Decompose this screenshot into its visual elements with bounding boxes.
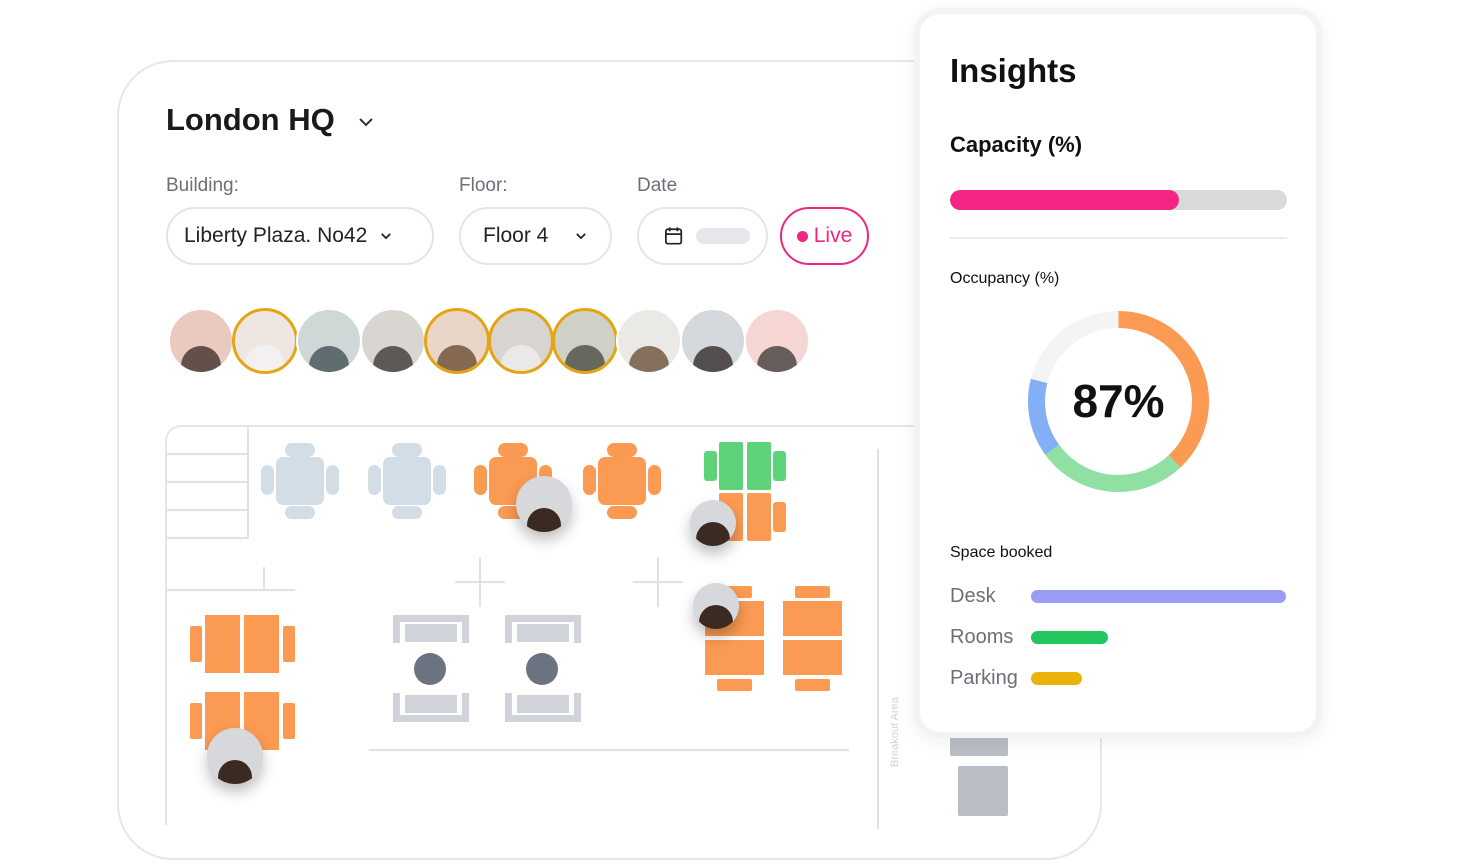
- date-placeholder: [696, 228, 750, 244]
- user-avatar-pin[interactable]: [516, 476, 572, 532]
- user-avatar-pin[interactable]: [690, 500, 736, 546]
- floor-select[interactable]: Floor 4: [459, 207, 612, 265]
- sofa-partial: [950, 736, 1008, 756]
- insights-title: Insights: [950, 52, 1077, 89]
- user-avatar-pin[interactable]: [207, 728, 263, 784]
- space-label-parking: Parking: [950, 667, 1018, 689]
- space-bar-rooms: [1031, 631, 1108, 644]
- avatar[interactable]: [168, 308, 234, 374]
- avatar[interactable]: [424, 308, 490, 374]
- calendar-icon: [665, 227, 683, 245]
- floor-value: Floor 4: [483, 224, 549, 247]
- date-picker[interactable]: [637, 207, 768, 265]
- live-button[interactable]: Live: [780, 207, 869, 265]
- chevron-down-icon: [576, 233, 587, 240]
- avatar[interactable]: [488, 308, 554, 374]
- live-dot-icon: [796, 230, 808, 242]
- occupancy-label: Occupancy (%): [950, 270, 1060, 287]
- building-select[interactable]: Liberty Plaza. No42: [166, 207, 434, 265]
- donut-segment-green: [1028, 311, 1209, 492]
- avatar[interactable]: [680, 308, 746, 374]
- chevron-down-icon: [381, 233, 392, 240]
- capacity-bar-fill: [950, 190, 1180, 210]
- insights-panel: [914, 8, 1322, 738]
- page-title: London HQ: [166, 102, 335, 137]
- space-label-rooms: Rooms: [950, 626, 1014, 648]
- avatar[interactable]: [232, 308, 298, 374]
- divider: [950, 237, 1287, 239]
- avatar[interactable]: [552, 308, 618, 374]
- donut-segment-blue: [1028, 311, 1209, 492]
- date-label: Date: [637, 175, 678, 196]
- user-avatar-pin[interactable]: [693, 583, 739, 629]
- space-bar-parking: [1031, 672, 1082, 685]
- avatar[interactable]: [616, 308, 682, 374]
- avatar[interactable]: [360, 308, 426, 374]
- occupancy-donut: [1028, 311, 1209, 492]
- floor-label: Floor:: [459, 175, 508, 196]
- capacity-bar: [950, 190, 1287, 210]
- building-value: Liberty Plaza. No42: [184, 224, 368, 247]
- capacity-label: Capacity (%): [950, 132, 1083, 157]
- floor-plan: Breakout Area: [165, 425, 925, 829]
- building-label: Building:: [166, 175, 239, 196]
- chevron-down-icon[interactable]: [356, 112, 376, 132]
- people-avatars: [168, 308, 810, 374]
- breakout-area-label: Breakout Area: [889, 697, 901, 767]
- avatar[interactable]: [744, 308, 810, 374]
- donut-segment-orange: [1028, 311, 1209, 492]
- sofa-partial: [958, 766, 1008, 816]
- space-booked-label: Space booked: [950, 544, 1053, 561]
- space-label-desk: Desk: [950, 585, 996, 607]
- live-label: Live: [813, 224, 853, 247]
- occupancy-value: 87%: [1072, 375, 1165, 427]
- avatar[interactable]: [296, 308, 362, 374]
- space-bar-desk: [1031, 590, 1286, 603]
